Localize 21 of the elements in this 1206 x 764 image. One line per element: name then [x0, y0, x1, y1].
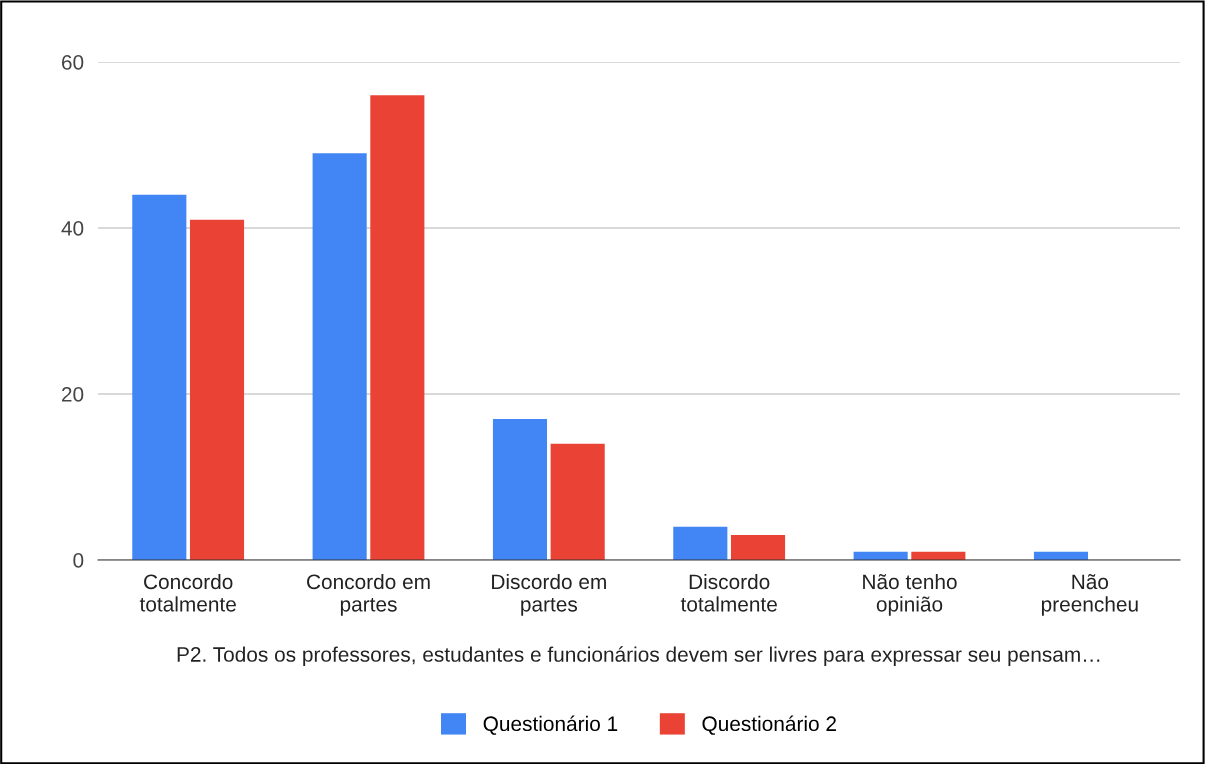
y-tick-label: 60	[62, 55, 84, 70]
x-tick-label: Não preencheu	[1041, 574, 1138, 616]
bar	[132, 194, 187, 560]
y-tick-label: 0	[73, 553, 84, 568]
y-tick-label: 40	[61, 221, 84, 236]
bar	[370, 95, 425, 560]
x-axis-title: P2. Todos os professores, estudantes e funcionários devem ser livres para expressar seu pensam…	[177, 646, 1100, 666]
legend-label: Questionário 1	[483, 715, 618, 735]
x-tick-label: Não tenho opinião	[863, 573, 957, 616]
bar	[492, 418, 548, 560]
y-tick-label: 20	[61, 387, 84, 402]
x-tick-label: Concordo totalmente	[139, 573, 236, 612]
bar	[673, 526, 728, 560]
x-tick-label: Discordo totalmente	[680, 573, 777, 612]
legend-label: Questionário 2	[702, 715, 836, 735]
x-tick-label: Discordo em partes	[492, 573, 606, 616]
x-tick-label: Concordo em partes	[307, 573, 430, 616]
bar	[730, 535, 786, 560]
bar	[312, 153, 367, 560]
bar	[189, 219, 245, 560]
bar	[550, 443, 605, 560]
